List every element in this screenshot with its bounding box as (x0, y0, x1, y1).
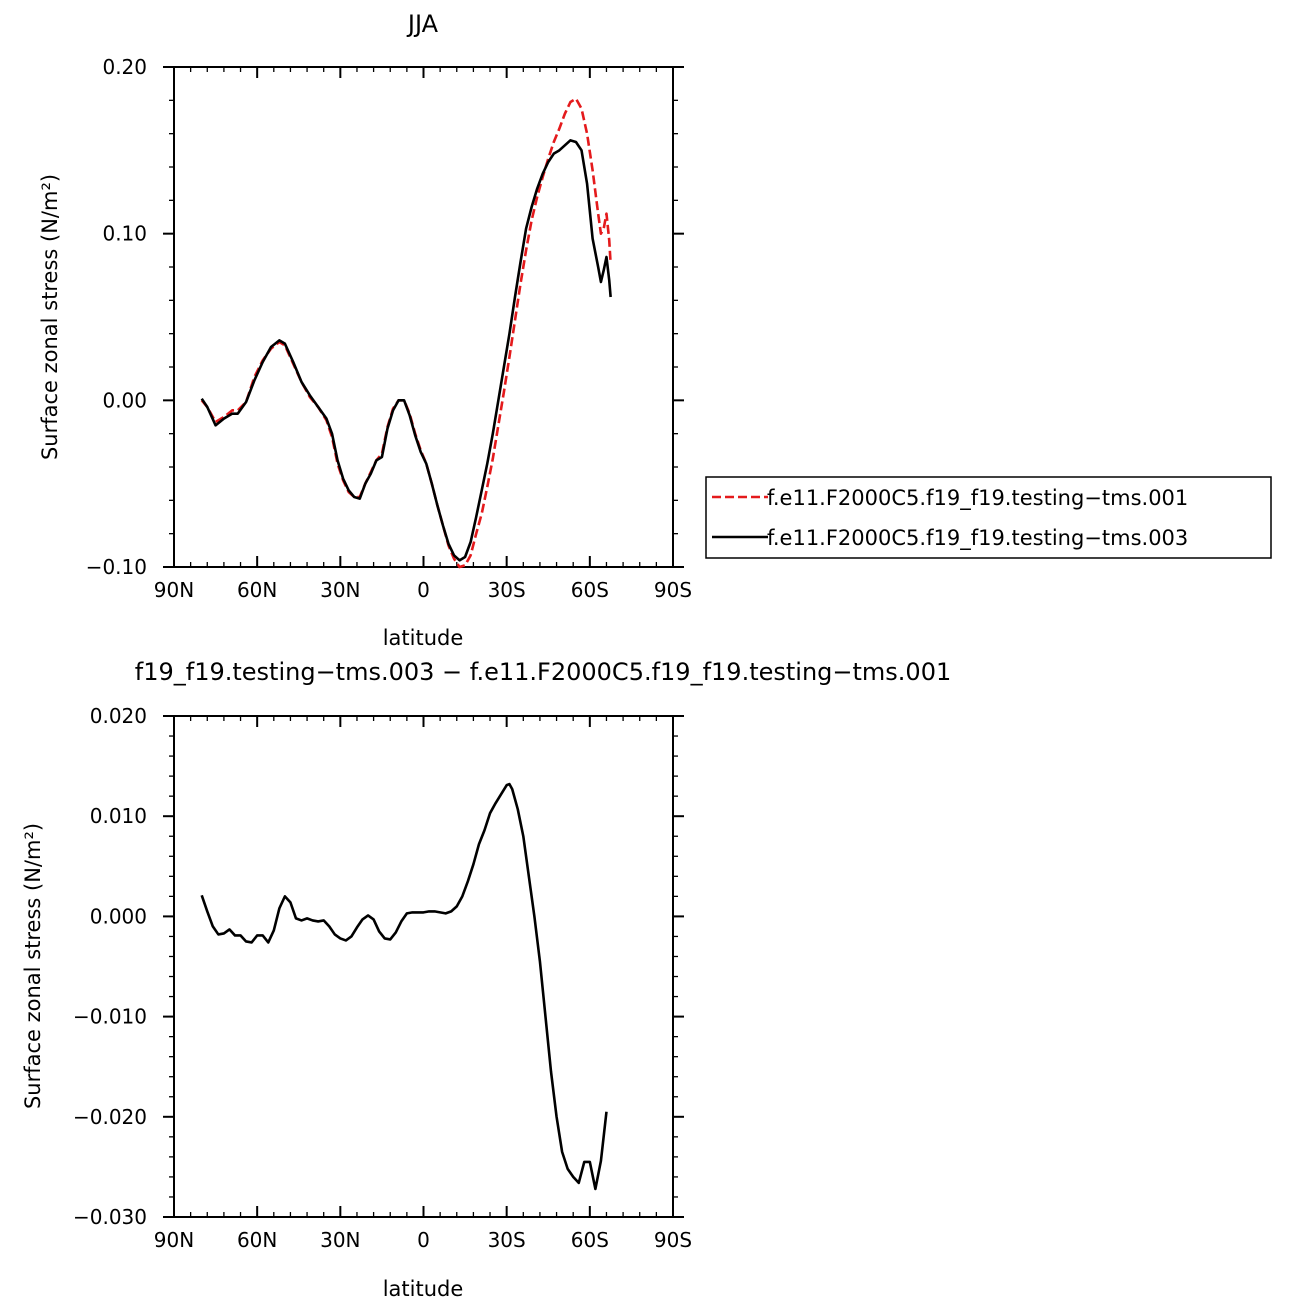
bottom-x-axis-label: latitude (383, 1277, 464, 1301)
top-panel-title: JJA (406, 10, 439, 38)
bottom-plot-area: 90N 60N 30N 0 30S 60S 90S −0.030 −0.020 −0.010 0.0… (73, 704, 692, 1252)
x-tick-label: 60S (571, 578, 609, 602)
y-tick-label: 0.20 (102, 55, 147, 79)
y-tick-label: −0.030 (73, 1205, 147, 1229)
y-tick-label: 0.00 (102, 388, 147, 412)
series-line-1 (200, 97, 612, 569)
x-tick-label: 30N (320, 578, 360, 602)
y-tick-label: −0.10 (86, 555, 147, 579)
y-tick-label: −0.010 (73, 1005, 147, 1029)
y-tick-label: 0.000 (90, 904, 147, 928)
x-tick-label: 90S (654, 578, 692, 602)
legend-box (705, 476, 1272, 559)
top-panel: JJA 90N 60N 30N 0 30S 60S 90S −0.10 0.00 0.10 0.20… (38, 10, 1272, 650)
y-tick-label: −0.020 (73, 1105, 147, 1129)
x-tick-label: 30S (488, 578, 526, 602)
legend-label-series-1: f.e11.F2000C5.f19_f19.testing−tms.001 (767, 486, 1188, 511)
x-tick-label: 90N (154, 1228, 194, 1252)
x-tick-label: 60N (237, 1228, 277, 1252)
x-tick-label: 90N (154, 578, 194, 602)
y-tick-label: 0.010 (90, 804, 147, 828)
series-line-1 (200, 782, 608, 1191)
x-tick-label: 0 (417, 1228, 430, 1252)
y-tick-label: 0.020 (90, 704, 147, 728)
x-tick-label: 90S (654, 1228, 692, 1252)
bottom-panel-title: f19_f19.testing−tms.003 − f.e11.F2000C5.… (135, 658, 951, 686)
x-tick-label: 30S (488, 1228, 526, 1252)
plot-frame (173, 715, 674, 1218)
plot-frame (173, 66, 674, 568)
x-tick-label: 60S (571, 1228, 609, 1252)
x-tick-label: 60N (237, 578, 277, 602)
top-plot-area: 90N 60N 30N 0 30S 60S 90S −0.10 0.00 0.10 0.20 (86, 55, 692, 602)
x-tick-label: 30N (320, 1228, 360, 1252)
top-y-axis-label: Surface zonal stress (N/m²) (38, 174, 62, 460)
y-tick-label: 0.10 (102, 222, 147, 246)
x-tick-label: 0 (417, 578, 430, 602)
legend-label-series-2: f.e11.F2000C5.f19_f19.testing−tms.003 (767, 526, 1188, 551)
top-x-axis-label: latitude (383, 626, 464, 650)
bottom-panel: f19_f19.testing−tms.003 − f.e11.F2000C5.… (21, 658, 951, 1301)
bottom-y-axis-label: Surface zonal stress (N/m²) (21, 823, 45, 1109)
series-line-2 (200, 139, 612, 562)
top-legend: f.e11.F2000C5.f19_f19.testing−tms.001 f.… (705, 476, 1272, 559)
